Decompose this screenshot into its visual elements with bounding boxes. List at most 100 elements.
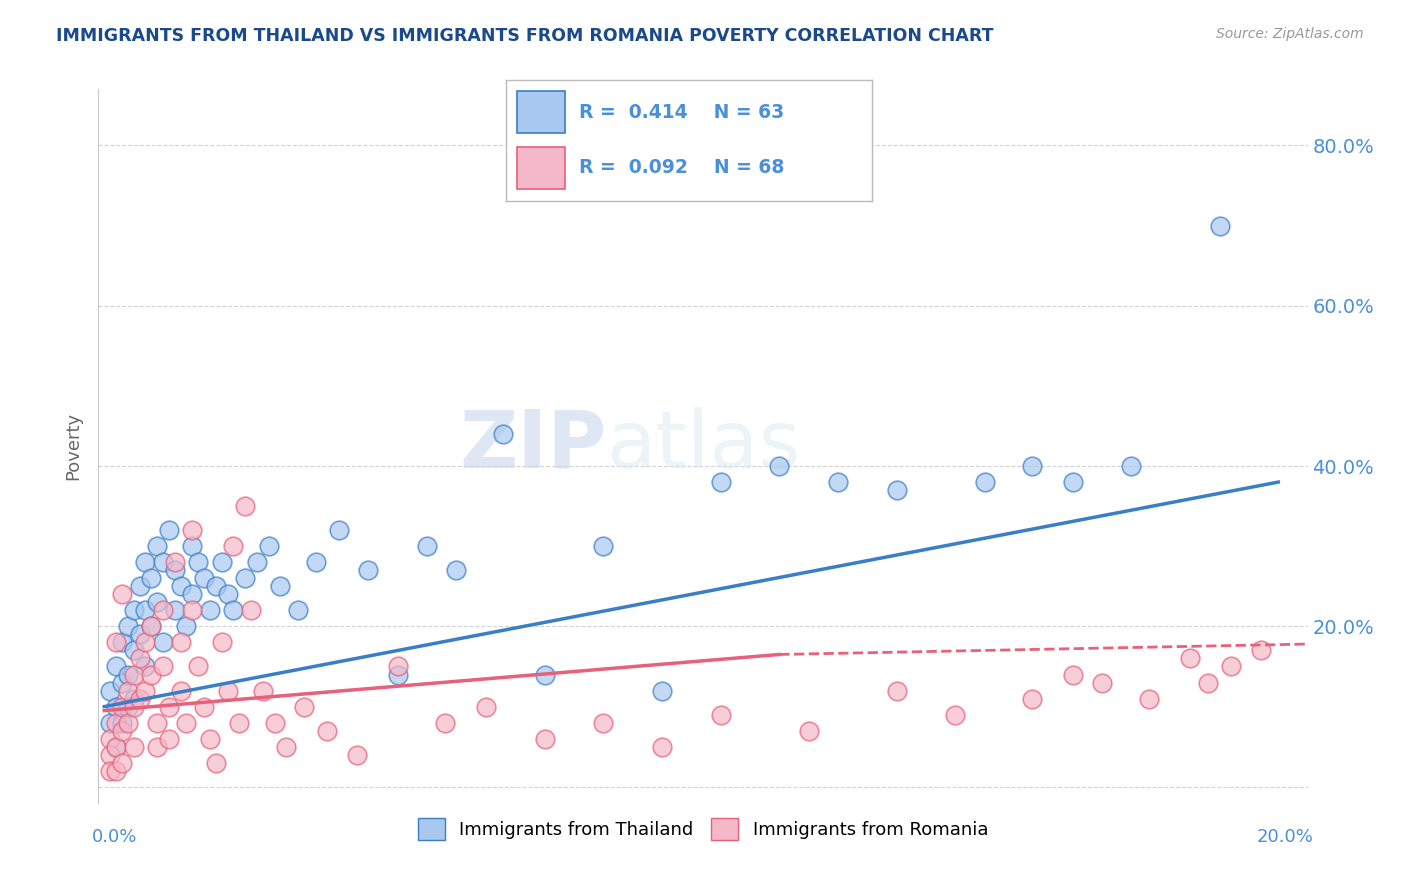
Point [163, 563, 186, 577]
Point [827, 475, 849, 489]
Text: ZIP: ZIP [458, 407, 606, 485]
Point [768, 458, 790, 473]
Point [304, 555, 326, 569]
Legend: Immigrants from Thailand, Immigrants from Romania: Immigrants from Thailand, Immigrants fro… [411, 811, 995, 847]
Point [146, 595, 169, 609]
Point [945, 707, 967, 722]
Point [111, 699, 134, 714]
Point [387, 659, 409, 673]
Point [269, 579, 291, 593]
Point [1220, 659, 1243, 673]
Point [117, 619, 139, 633]
Point [146, 539, 169, 553]
Point [181, 603, 204, 617]
Point [111, 723, 134, 738]
Point [292, 699, 315, 714]
Point [198, 731, 221, 746]
Point [222, 539, 245, 553]
Point [246, 555, 269, 569]
Point [128, 691, 150, 706]
Point [152, 635, 174, 649]
Point [117, 715, 139, 730]
Point [152, 555, 174, 569]
Point [222, 603, 245, 617]
Point [973, 475, 995, 489]
Text: 0.0%: 0.0% [93, 828, 138, 846]
Point [1180, 651, 1202, 665]
Point [252, 683, 274, 698]
Point [122, 739, 145, 754]
Point [111, 587, 134, 601]
Text: R =  0.092    N = 68: R = 0.092 N = 68 [579, 158, 785, 178]
Point [111, 715, 134, 730]
Point [122, 643, 145, 657]
Point [169, 579, 191, 593]
Point [1250, 643, 1272, 657]
Point [176, 619, 198, 633]
Point [328, 523, 350, 537]
Point [204, 756, 226, 770]
Point [128, 579, 150, 593]
Point [105, 715, 128, 730]
Point [1021, 458, 1043, 473]
Point [886, 683, 908, 698]
Point [433, 715, 456, 730]
Point [163, 603, 186, 617]
Point [134, 659, 156, 673]
Point [105, 739, 128, 754]
Point [592, 539, 614, 553]
Point [198, 603, 221, 617]
Point [233, 571, 256, 585]
Point [134, 683, 156, 698]
Point [233, 499, 256, 513]
Point [117, 699, 139, 714]
Point [193, 571, 215, 585]
Point [276, 739, 298, 754]
Point [141, 571, 163, 585]
Point [475, 699, 498, 714]
Point [710, 475, 733, 489]
Point [152, 603, 174, 617]
Point [592, 715, 614, 730]
Point [141, 667, 163, 681]
Bar [517, 146, 565, 188]
Point [169, 635, 191, 649]
Point [98, 731, 121, 746]
Point [181, 587, 204, 601]
Point [1091, 675, 1114, 690]
Point [1208, 219, 1230, 233]
Point [111, 756, 134, 770]
Point [446, 563, 468, 577]
Point [217, 683, 239, 698]
Point [128, 627, 150, 641]
Point [105, 764, 128, 778]
Point [122, 667, 145, 681]
Point [105, 659, 128, 673]
Point [181, 539, 204, 553]
Point [146, 715, 169, 730]
Point [105, 739, 128, 754]
Y-axis label: Poverty: Poverty [65, 412, 83, 480]
Point [211, 555, 233, 569]
Point [134, 635, 156, 649]
Point [181, 523, 204, 537]
Point [98, 764, 121, 778]
Point [169, 683, 191, 698]
Point [117, 667, 139, 681]
Point [287, 603, 309, 617]
Point [1137, 691, 1160, 706]
Bar [517, 91, 565, 133]
Point [105, 699, 128, 714]
Point [134, 603, 156, 617]
Text: R =  0.414    N = 63: R = 0.414 N = 63 [579, 103, 785, 121]
Point [651, 739, 673, 754]
Point [240, 603, 263, 617]
Point [122, 691, 145, 706]
Point [533, 667, 555, 681]
Point [263, 715, 285, 730]
Point [257, 539, 280, 553]
Point [533, 731, 555, 746]
Point [122, 603, 145, 617]
Point [217, 587, 239, 601]
Point [346, 747, 368, 762]
